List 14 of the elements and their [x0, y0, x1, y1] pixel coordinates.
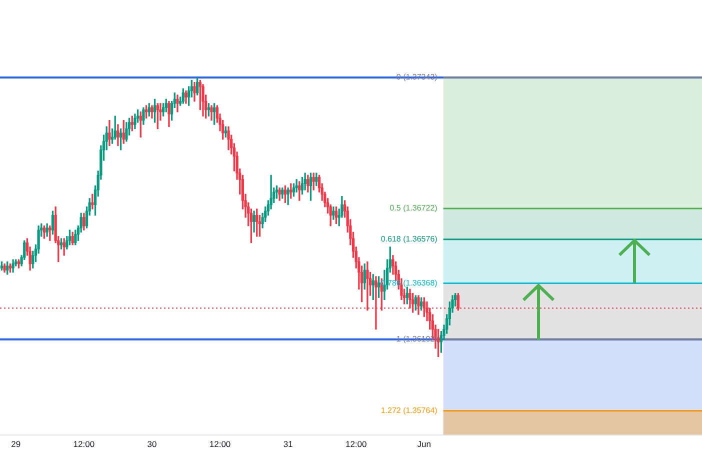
candlestick — [295, 179, 298, 192]
x-tick-label: 31 — [283, 439, 294, 450]
ref-line-label: 1 (1.36102) — [396, 334, 438, 344]
ref-line-label: 1.272 (1.35764) — [380, 406, 438, 415]
candlestick — [91, 194, 94, 210]
x-tick-label: 12:00 — [73, 439, 95, 450]
ref-line-label: 0.5 (1.36722) — [390, 204, 438, 213]
x-tick-label: 30 — [147, 439, 157, 450]
ref-line-label: 0 (1.37343) — [396, 72, 438, 82]
ref-line-label: 0.618 (1.36576) — [380, 234, 438, 244]
x-tick-label: 12:00 — [345, 439, 368, 450]
x-tick-label: 12:00 — [209, 439, 231, 450]
x-tick-label: 29 — [11, 439, 21, 450]
x-tick-label: Jun — [417, 439, 432, 450]
